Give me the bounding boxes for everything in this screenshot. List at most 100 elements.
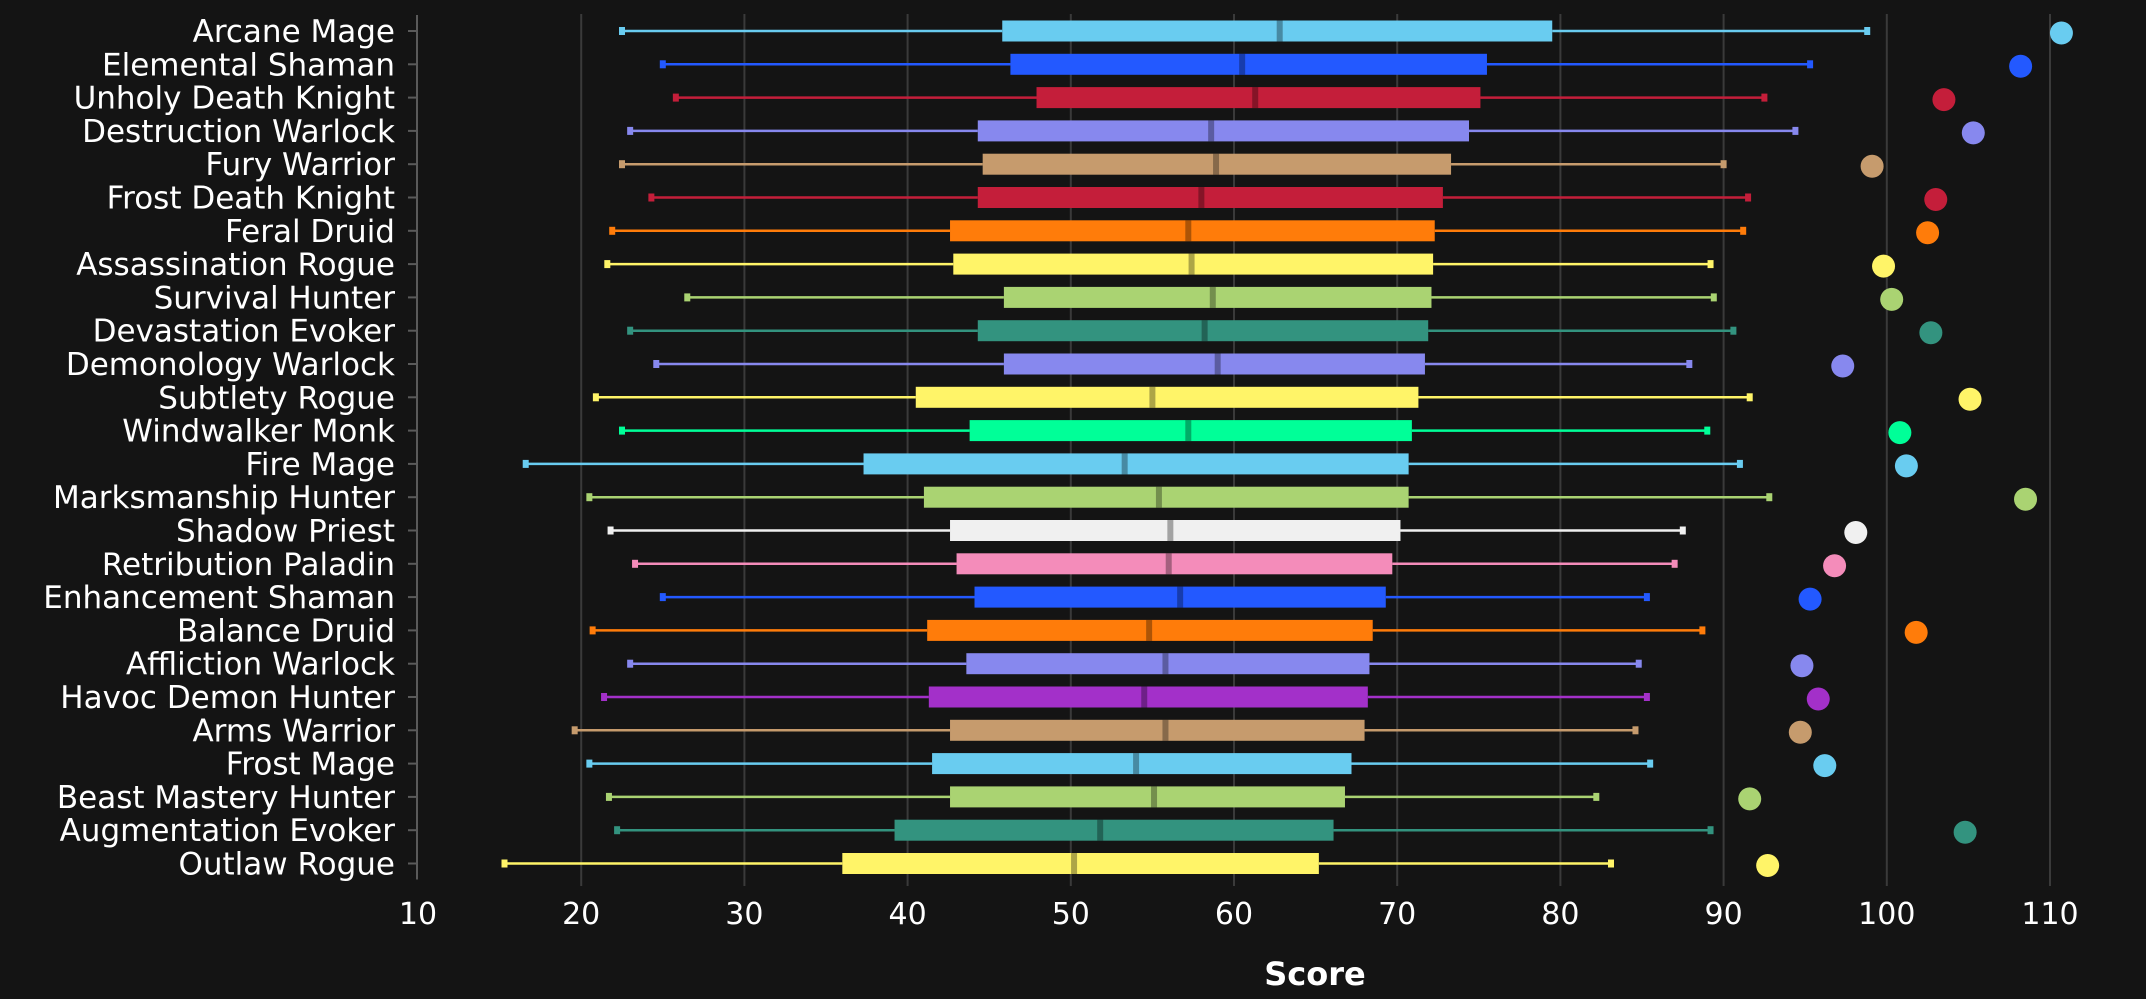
box-iqr bbox=[923, 486, 1409, 508]
median-mark bbox=[1071, 853, 1078, 874]
category-label: Demonology Warlock bbox=[66, 347, 395, 383]
whisker-cap-low bbox=[632, 559, 639, 568]
whisker-cap-low bbox=[684, 293, 691, 302]
whisker-cap-high bbox=[1707, 260, 1714, 269]
median-mark bbox=[1208, 120, 1215, 142]
category-label: Augmentation Evoker bbox=[60, 813, 396, 849]
max-points bbox=[1738, 21, 2073, 877]
whisker-cap-low bbox=[592, 393, 599, 402]
category-label: Arcane Mage bbox=[193, 14, 395, 50]
box-iqr bbox=[953, 253, 1434, 275]
whisker-cap-low bbox=[627, 126, 634, 135]
x-tick-label: 10 bbox=[399, 897, 437, 932]
max-point bbox=[1916, 221, 1940, 245]
category-label: Affliction Warlock bbox=[126, 647, 395, 683]
median-mark bbox=[1097, 819, 1104, 841]
max-point bbox=[1831, 354, 1855, 378]
whisker-cap-high bbox=[1699, 626, 1706, 635]
max-point bbox=[1798, 587, 1822, 611]
max-point bbox=[1860, 154, 1884, 178]
median-mark bbox=[1167, 520, 1174, 541]
median-mark bbox=[1276, 20, 1283, 42]
category-label: Fury Warrior bbox=[205, 147, 395, 183]
median-mark bbox=[1185, 420, 1192, 442]
median-mark bbox=[1239, 53, 1246, 75]
max-point bbox=[1888, 421, 1912, 445]
box-iqr bbox=[932, 753, 1352, 775]
category-label: Destruction Warlock bbox=[82, 114, 395, 150]
whisker-cap-high bbox=[1745, 193, 1752, 202]
box-iqr bbox=[977, 120, 1470, 142]
max-point bbox=[1932, 88, 1956, 112]
max-point bbox=[1919, 321, 1943, 345]
whisker-cap-low bbox=[609, 226, 616, 235]
box-iqr bbox=[974, 586, 1386, 608]
category-label: Beast Mastery Hunter bbox=[57, 780, 395, 816]
whisker-cap-low bbox=[659, 60, 666, 69]
max-point bbox=[1894, 454, 1918, 478]
x-tick-label: 110 bbox=[2021, 897, 2078, 932]
median-mark bbox=[1155, 486, 1162, 508]
whisker-cap-high bbox=[1710, 293, 1717, 302]
box-iqr bbox=[1002, 20, 1553, 42]
whisker-cap-low bbox=[653, 360, 660, 368]
category-label: Assassination Rogue bbox=[76, 247, 395, 283]
whisker-cap-low bbox=[601, 693, 608, 701]
whisker-cap-low bbox=[627, 659, 634, 668]
whisker-cap-low bbox=[627, 326, 634, 335]
max-point bbox=[1924, 188, 1948, 211]
median-mark bbox=[1151, 786, 1158, 808]
whisker-cap-low bbox=[607, 526, 614, 535]
median-mark bbox=[1214, 353, 1221, 375]
whisker-cap-low bbox=[589, 626, 596, 635]
whisker-cap-high bbox=[1635, 659, 1642, 668]
max-point bbox=[1953, 820, 1977, 844]
whisker-cap-high bbox=[1766, 493, 1773, 502]
category-label: Retribution Paladin bbox=[102, 547, 395, 583]
whisker-cap-low bbox=[619, 160, 625, 169]
median-mark bbox=[1201, 320, 1208, 342]
whisker-cap-low bbox=[619, 27, 625, 35]
box-series bbox=[501, 20, 1871, 874]
median-mark bbox=[1141, 686, 1148, 708]
category-label: Feral Druid bbox=[225, 214, 395, 250]
median-mark bbox=[1198, 187, 1205, 208]
whisker-cap-high bbox=[1707, 826, 1714, 835]
median-mark bbox=[1146, 619, 1153, 641]
whisker-cap-low bbox=[605, 792, 612, 801]
median-mark bbox=[1165, 553, 1172, 575]
max-point bbox=[1738, 787, 1762, 811]
whisker-cap-high bbox=[1671, 559, 1678, 568]
max-point bbox=[1958, 387, 1982, 411]
median-mark bbox=[1177, 586, 1184, 608]
whisker-cap-high bbox=[1740, 226, 1747, 235]
median-mark bbox=[1185, 220, 1192, 242]
whisker-cap-high bbox=[1632, 726, 1639, 735]
median-mark bbox=[1133, 753, 1140, 775]
whisker-cap-high bbox=[1643, 593, 1650, 602]
whisker-cap-high bbox=[1704, 426, 1711, 435]
whisker-cap-low bbox=[614, 826, 621, 835]
box-iqr bbox=[894, 819, 1334, 841]
whisker-cap-high bbox=[1792, 126, 1799, 135]
category-label: Elemental Shaman bbox=[102, 47, 395, 83]
median-mark bbox=[1188, 253, 1195, 275]
x-tick-label: 20 bbox=[562, 897, 600, 932]
x-axis-ticks: 10 20 30 40 50 60 70 80 90 100 110 bbox=[399, 897, 2079, 932]
whisker-cap-low bbox=[586, 493, 593, 502]
whisker-cap-low bbox=[619, 426, 625, 435]
category-label: Outlaw Rogue bbox=[178, 847, 395, 883]
box-iqr bbox=[1036, 87, 1481, 109]
whisker-cap-high bbox=[1643, 693, 1650, 701]
max-point bbox=[1844, 521, 1868, 544]
box-iqr bbox=[950, 719, 1365, 741]
category-label: Unholy Death Knight bbox=[74, 81, 395, 117]
x-tick-label: 60 bbox=[1215, 897, 1253, 932]
box-iqr bbox=[956, 553, 1393, 575]
box-iqr bbox=[863, 453, 1409, 475]
median-mark bbox=[1252, 87, 1259, 109]
box-iqr bbox=[977, 187, 1443, 208]
box-iqr bbox=[966, 653, 1370, 675]
